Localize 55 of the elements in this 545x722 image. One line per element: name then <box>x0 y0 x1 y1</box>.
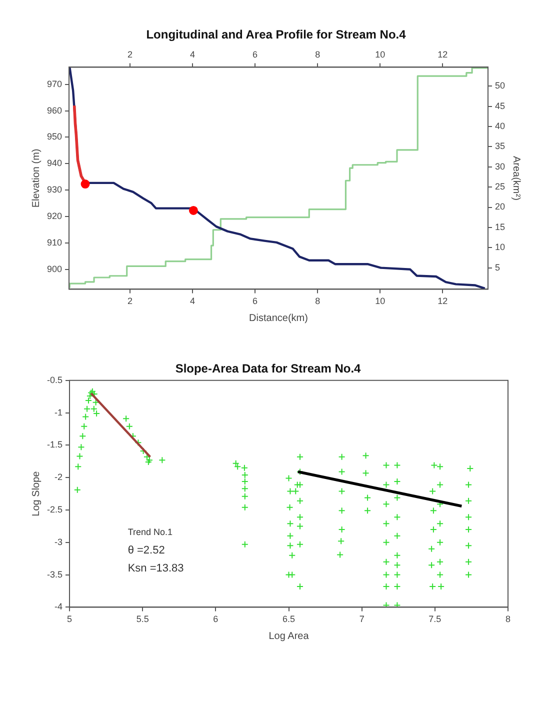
y-tick-label: -2 <box>54 472 63 482</box>
annotation: θ =2.52 <box>128 544 165 557</box>
annotation: Ksn =13.83 <box>128 562 184 575</box>
x-tick-label: 6 <box>252 296 258 306</box>
x2-tick-label: 8 <box>315 49 320 60</box>
x2-tick-label: 6 <box>252 49 258 60</box>
y-tick-label: 970 <box>46 78 62 89</box>
y2-tick-label: 35 <box>494 141 506 152</box>
x2-tick-label: 4 <box>190 49 196 60</box>
x-tick-label: 6.5 <box>282 614 296 624</box>
y-tick-label: -3 <box>54 536 63 547</box>
x-axis-title: Log Area <box>268 630 310 642</box>
annotation: Trend No.1 <box>128 526 173 537</box>
x-tick-label: 5.5 <box>136 614 149 624</box>
x-tick-label: 4 <box>190 296 196 306</box>
x2-tick-label: 12 <box>438 49 448 60</box>
x-tick-label: 12 <box>438 296 448 306</box>
y-tick-label: 960 <box>46 105 62 116</box>
y-tick-label: 910 <box>46 237 62 248</box>
chart-title: Longitudinal and Area Profile for Stream No.4 <box>146 28 406 42</box>
y2-tick-label: 50 <box>494 80 506 91</box>
x-tick-label: 8 <box>315 296 320 306</box>
y-tick-label: 920 <box>46 211 62 222</box>
x-tick-label: 5 <box>67 614 72 624</box>
y-tick-label: 950 <box>46 132 62 142</box>
x-tick-label: 2 <box>127 296 132 306</box>
y-tick-label: -4 <box>54 602 63 612</box>
x-tick-label: 7 <box>359 614 364 624</box>
x-tick-label: 7.5 <box>428 614 442 624</box>
y2-tick-label: 45 <box>494 100 506 111</box>
y2-tick-label: 40 <box>494 121 506 132</box>
y2-tick-label: 25 <box>494 182 506 192</box>
chart-title: Slope-Area Data for Stream No.4 <box>175 362 362 376</box>
x-tick-label: 10 <box>375 296 386 306</box>
y-tick-label: -1.5 <box>46 440 63 450</box>
y-axis-title: Log Slope <box>30 470 42 516</box>
y2-tick-label: 30 <box>494 161 506 172</box>
y-tick-label: 900 <box>46 264 62 274</box>
y2-axis-title: Area(km²) <box>510 156 522 200</box>
x2-tick-label: 2 <box>127 49 132 60</box>
y-tick-label: 930 <box>46 184 62 195</box>
y-tick-label: -1 <box>54 407 63 418</box>
y-axis-title: Elevation (m) <box>30 148 42 208</box>
y-tick-label: 940 <box>46 158 62 168</box>
y-tick-label: -3.5 <box>46 569 63 580</box>
x-tick-label: 8 <box>505 614 511 624</box>
y2-tick-label: 5 <box>494 262 500 272</box>
y2-tick-label: 20 <box>494 202 506 212</box>
x-tick-label: 6 <box>213 614 218 624</box>
y-tick-label: -2.5 <box>46 504 63 514</box>
x2-tick-label: 10 <box>375 49 386 60</box>
y2-tick-label: 10 <box>494 242 506 252</box>
y-tick-label: -0.5 <box>46 374 63 385</box>
x-axis-title: Distance(km) <box>249 312 308 324</box>
y2-tick-label: 15 <box>494 222 506 232</box>
